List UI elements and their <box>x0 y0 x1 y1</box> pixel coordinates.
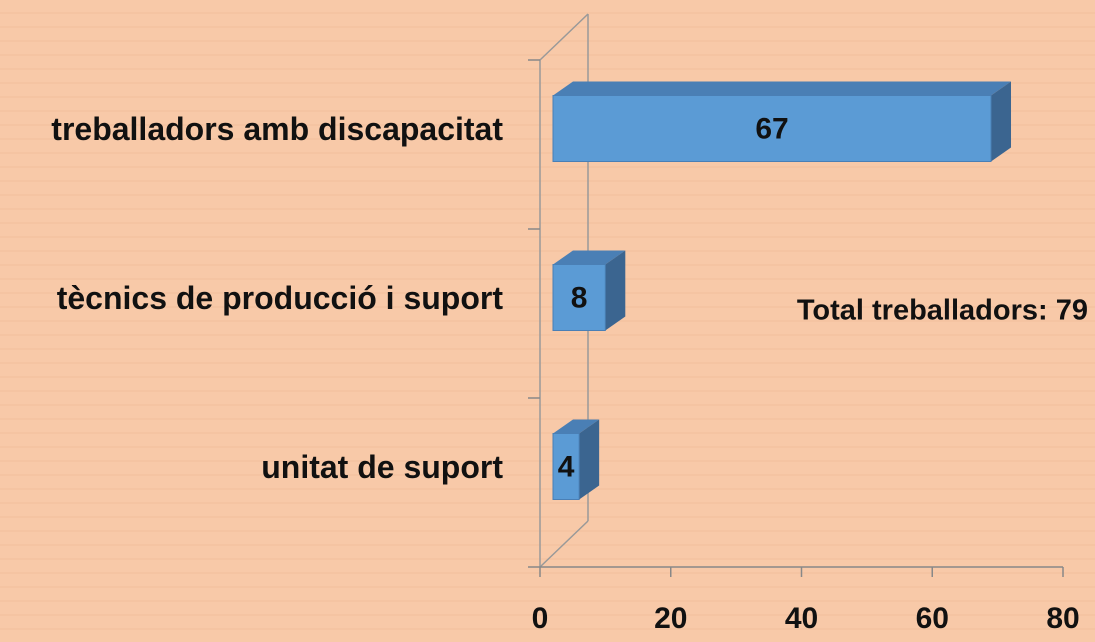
bar-side <box>579 419 600 500</box>
bar <box>552 95 992 162</box>
x-tick-label: 80 <box>1046 602 1079 635</box>
x-tick-label: 60 <box>916 602 949 635</box>
x-tick-label: 20 <box>654 602 687 635</box>
y-tick-label: treballadors amb discapacitat <box>51 111 503 147</box>
bar-top <box>553 419 600 434</box>
bar <box>552 264 606 331</box>
x-tick-label: 40 <box>785 602 818 635</box>
bar <box>552 433 580 500</box>
x-tick-label: 0 <box>532 602 549 635</box>
y-tick-label: unitat de suport <box>261 449 503 485</box>
bar-top <box>553 81 1012 96</box>
bar-top <box>553 250 626 265</box>
bar-side <box>605 250 626 331</box>
data-label: 8 <box>571 281 588 314</box>
axis-wall <box>539 520 589 568</box>
axis-wall <box>539 13 589 61</box>
data-label: 67 <box>755 112 788 145</box>
annotation: Total treballadors: 79 <box>797 295 1088 327</box>
data-label: 4 <box>558 450 575 483</box>
bar-side <box>991 81 1012 162</box>
y-tick-label: tècnics de producció i suport <box>57 280 504 316</box>
